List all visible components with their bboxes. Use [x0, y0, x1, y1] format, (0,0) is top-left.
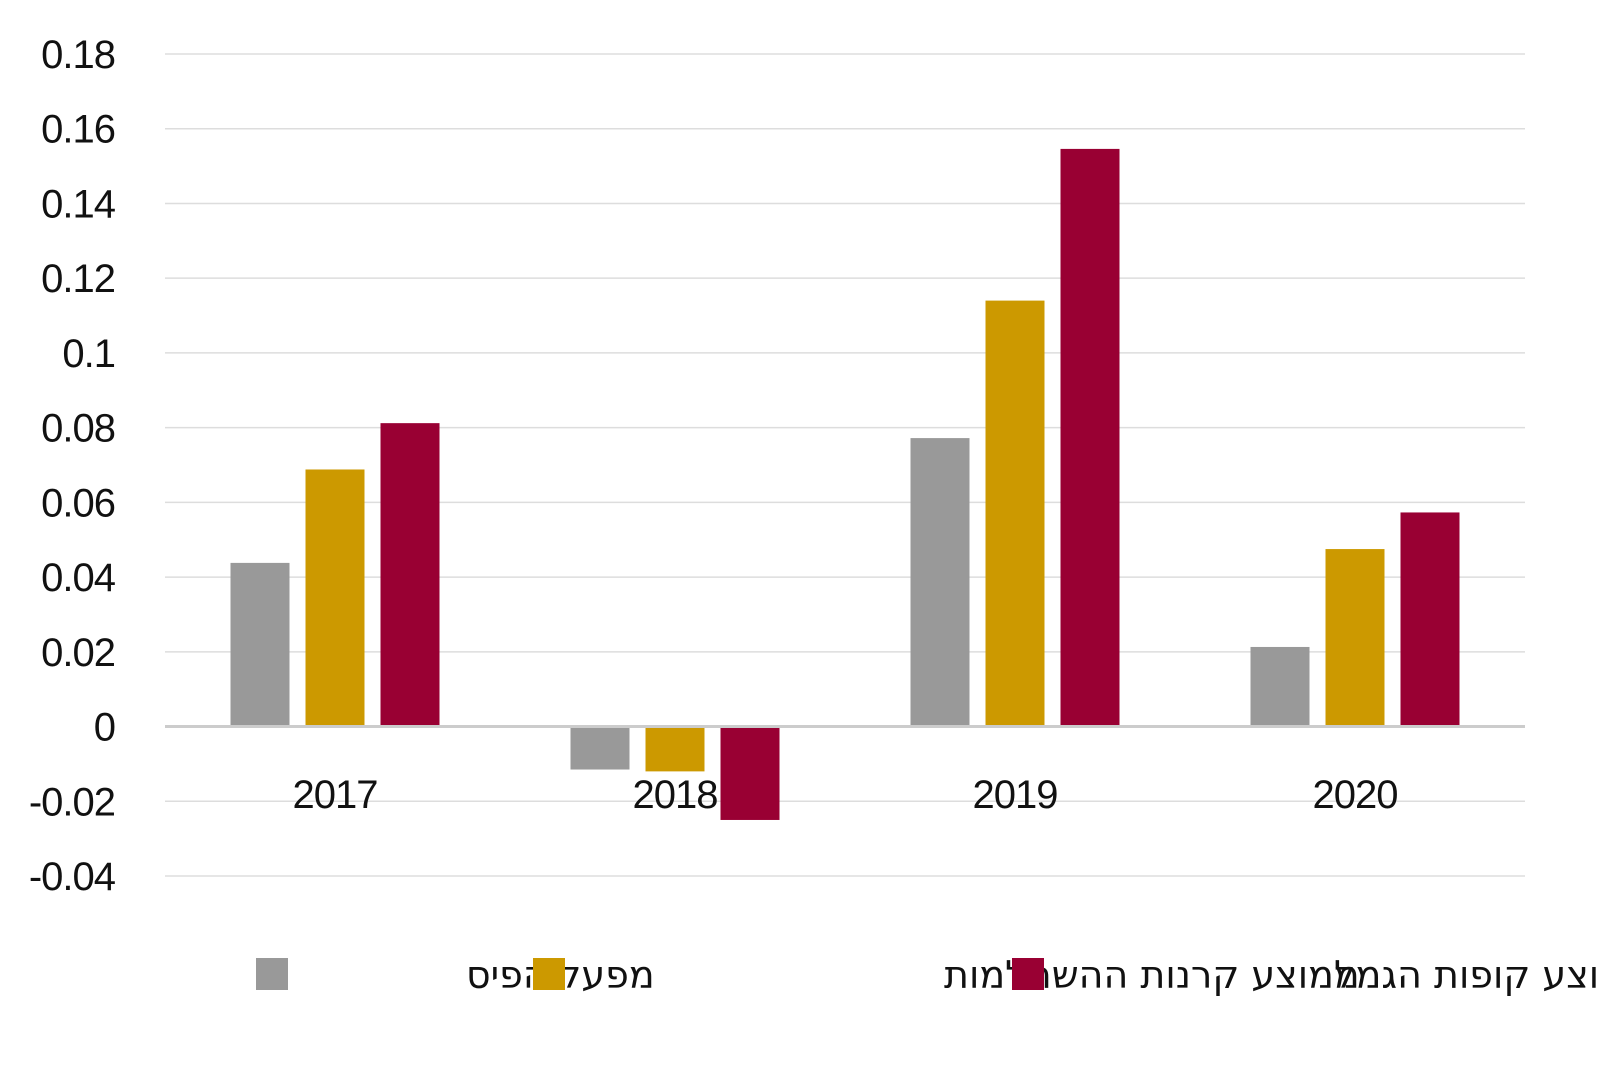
y-tick-label: 0.02	[41, 631, 115, 675]
bar-2019-series-2	[985, 300, 1045, 727]
y-tick-label: 0.12	[41, 257, 115, 301]
y-tick-label: 0.04	[41, 556, 116, 600]
x-category-label: 2018	[633, 773, 718, 817]
y-tick-label: 0.1	[62, 332, 115, 376]
x-category-label: 2020	[1313, 773, 1398, 817]
y-tick-label: -0.04	[29, 855, 116, 899]
bar-2017-series-2	[305, 469, 365, 727]
x-category-label: 2019	[973, 773, 1058, 817]
gridlines	[165, 53, 1525, 877]
bar-2017-series-1	[230, 562, 290, 727]
y-tick-label: 0.18	[41, 33, 115, 77]
y-axis-ticks: 0.18 0.16 0.14 0.12 0.1 0.08 0.06 0.04 0.02 0 -0.0…	[29, 33, 117, 899]
bar-2017-series-3	[380, 423, 440, 727]
legend-swatch	[1012, 958, 1044, 990]
x-axis-categories: 2017 2018 2019 2020	[293, 773, 1399, 817]
bar-2018-series-3	[720, 726, 780, 820]
bar-2019-series-1	[910, 438, 970, 727]
bar-2019-series-3	[1060, 148, 1120, 727]
bar-2020-series-3	[1400, 512, 1460, 727]
bars	[230, 148, 1460, 820]
bar-2020-series-2	[1325, 549, 1385, 727]
bar-2018-series-1	[570, 726, 630, 770]
y-tick-label: -0.02	[29, 780, 115, 824]
y-tick-label: 0.06	[41, 481, 115, 525]
x-category-label: 2017	[293, 773, 378, 817]
y-tick-label: 0.16	[41, 108, 115, 152]
y-tick-label: 0.14	[41, 182, 116, 226]
bar-2020-series-1	[1250, 646, 1310, 727]
y-tick-label: 0	[94, 706, 115, 750]
legend-swatch	[256, 958, 288, 990]
legend-label: ממוצע קופות הגמל	[1334, 953, 1597, 997]
bar-2018-series-2	[645, 726, 705, 772]
legend-swatch	[533, 958, 565, 990]
y-tick-label: 0.08	[41, 407, 115, 451]
legend-label: ממוצע קרנות ההשתלמות	[944, 953, 1360, 997]
